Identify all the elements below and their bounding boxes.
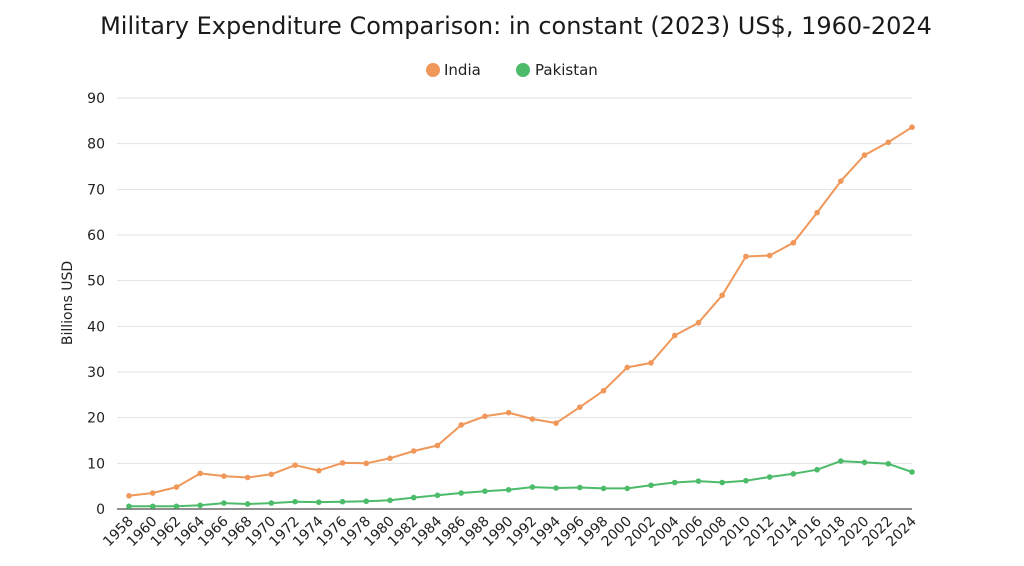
data-point	[790, 239, 797, 246]
data-point	[790, 471, 797, 477]
legend-marker	[516, 63, 530, 77]
data-point	[814, 209, 820, 216]
data-point	[316, 467, 322, 474]
data-point	[743, 477, 749, 484]
data-point	[577, 404, 583, 410]
y-tick-label: 20	[87, 411, 105, 427]
y-tick-label: 80	[87, 137, 105, 153]
y-axis-ticks: 0 10 20 30 40 50 60 70 80 90	[87, 91, 105, 518]
data-point	[173, 503, 180, 510]
data-point	[363, 498, 370, 505]
data-point	[126, 492, 132, 499]
data-point	[149, 503, 156, 510]
data-point	[577, 484, 583, 491]
data-point	[600, 387, 607, 394]
data-point	[861, 459, 868, 466]
data-point	[766, 474, 773, 480]
data-point	[719, 479, 725, 486]
data-point	[909, 124, 915, 131]
data-point	[529, 416, 536, 422]
data-point	[244, 501, 251, 507]
data-point	[434, 492, 441, 499]
data-point	[387, 497, 393, 504]
series-pakistan	[126, 458, 915, 510]
data-point	[221, 500, 227, 506]
data-point	[861, 152, 868, 158]
data-point	[553, 420, 559, 426]
series-line	[129, 460, 913, 508]
data-point	[600, 485, 607, 492]
y-tick-label: 10	[87, 456, 105, 472]
data-point	[149, 490, 156, 496]
chart-title: Military Expenditure Comparison: in cons…	[100, 12, 932, 40]
y-tick-label: 70	[87, 182, 105, 198]
data-point	[814, 466, 820, 473]
data-point	[648, 482, 654, 489]
x-axis-ticks: 1958196019621964196619681970197219741976…	[100, 513, 920, 550]
data-point	[387, 455, 393, 462]
data-point	[197, 502, 203, 509]
grid	[117, 97, 912, 510]
y-tick-label: 90	[87, 91, 105, 107]
y-axis-label: Billions USD	[60, 261, 76, 345]
data-point	[885, 460, 892, 467]
data-point	[482, 413, 488, 420]
data-point	[268, 471, 275, 478]
data-point	[909, 469, 915, 475]
data-point	[838, 458, 844, 464]
data-point	[292, 462, 298, 468]
data-point	[339, 460, 346, 466]
data-point	[173, 484, 180, 490]
data-point	[671, 479, 678, 486]
data-point	[292, 498, 298, 505]
data-point	[316, 499, 322, 505]
data-point	[695, 319, 702, 326]
y-tick-label: 50	[87, 274, 105, 290]
legend: India Pakistan	[426, 61, 598, 79]
data-point	[719, 292, 725, 299]
data-point	[553, 485, 559, 491]
y-tick-label: 30	[87, 365, 105, 381]
data-point	[458, 422, 464, 428]
data-point	[695, 478, 702, 484]
data-point	[482, 488, 488, 494]
data-point	[197, 470, 203, 477]
data-point	[529, 484, 536, 490]
y-tick-label: 0	[96, 502, 105, 518]
data-point	[410, 494, 417, 501]
data-point	[221, 473, 227, 479]
data-point	[410, 448, 417, 454]
data-point	[838, 178, 844, 184]
data-point	[743, 253, 749, 260]
data-point	[458, 490, 464, 496]
data-point	[766, 252, 773, 259]
data-point	[339, 498, 346, 505]
y-tick-label: 40	[87, 319, 105, 335]
legend-marker	[426, 63, 440, 77]
y-tick-label: 60	[87, 228, 105, 244]
data-point	[671, 332, 678, 339]
data-point	[363, 460, 370, 467]
series-india	[126, 124, 915, 499]
data-point	[624, 485, 631, 492]
data-point	[505, 409, 512, 416]
data-point	[434, 442, 441, 449]
series-line	[128, 126, 913, 497]
data-point	[505, 487, 512, 493]
series-group	[126, 124, 915, 510]
data-point	[885, 139, 892, 146]
data-point	[268, 500, 275, 506]
data-point	[624, 364, 631, 371]
data-point	[126, 503, 132, 510]
data-point	[244, 474, 251, 481]
data-point	[648, 360, 654, 366]
legend-label: Pakistan	[535, 61, 598, 79]
legend-label: India	[444, 61, 481, 79]
